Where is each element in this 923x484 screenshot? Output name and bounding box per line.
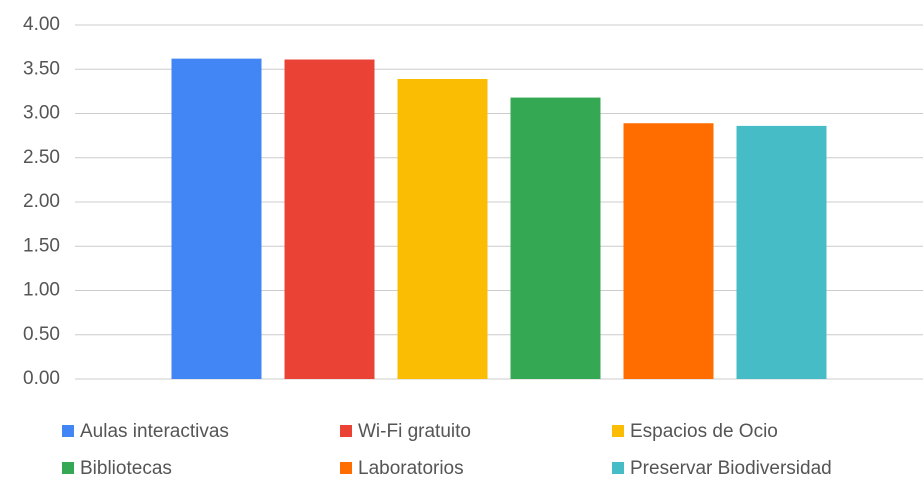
y-tick-label: 4.00 bbox=[23, 14, 60, 35]
bar bbox=[510, 97, 601, 379]
bar bbox=[284, 59, 375, 379]
legend-label: Laboratorios bbox=[358, 458, 464, 479]
y-tick-label: 0.00 bbox=[23, 368, 60, 389]
y-tick-label: 2.00 bbox=[23, 191, 60, 212]
legend-swatch bbox=[62, 425, 74, 437]
y-tick-label: 3.00 bbox=[23, 103, 60, 124]
bar bbox=[397, 78, 488, 380]
legend-swatch bbox=[612, 462, 624, 474]
legend-label: Espacios de Ocio bbox=[630, 421, 778, 442]
legend-swatch bbox=[612, 425, 624, 437]
legend-label: Bibliotecas bbox=[80, 458, 172, 479]
y-tick-label: 3.50 bbox=[23, 58, 60, 79]
bar bbox=[623, 123, 714, 379]
legend-label: Preservar Biodiversidad bbox=[630, 458, 832, 479]
legend-swatch bbox=[62, 462, 74, 474]
y-tick-label: 0.50 bbox=[23, 324, 60, 345]
y-tick-label: 1.50 bbox=[23, 235, 60, 256]
legend-swatch bbox=[340, 425, 352, 437]
bar bbox=[736, 125, 827, 379]
legend-swatch bbox=[340, 462, 352, 474]
legend-label: Wi-Fi gratuito bbox=[358, 421, 471, 442]
legend-label: Aulas interactivas bbox=[80, 421, 229, 442]
y-tick-label: 1.00 bbox=[23, 280, 60, 301]
y-tick-label: 2.50 bbox=[23, 147, 60, 168]
bar bbox=[171, 58, 262, 379]
